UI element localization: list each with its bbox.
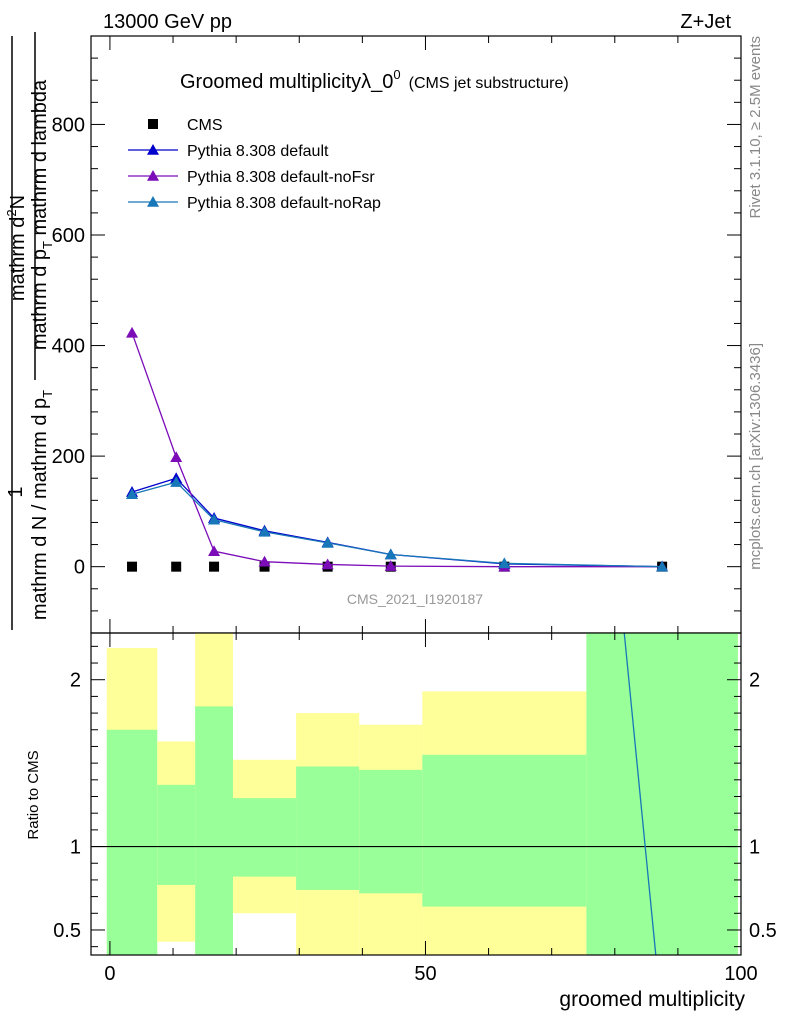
series-point bbox=[258, 525, 271, 537]
series-point bbox=[258, 555, 271, 567]
mcplots-label: mcplots.cern.ch [arXiv:1306.3436] bbox=[747, 343, 764, 570]
title-suffix: (CMS jet substructure) bbox=[409, 75, 569, 92]
ratio-band-green-2 bbox=[195, 706, 233, 955]
ylabel-one: 1 bbox=[5, 486, 27, 497]
series-point bbox=[656, 560, 669, 572]
series-point bbox=[126, 326, 139, 338]
main-y-tick-label: 0 bbox=[74, 557, 85, 579]
x-axis-label: groomed multiplicity bbox=[559, 988, 745, 1011]
ratio-y-tick-label-right: 1 bbox=[749, 837, 760, 859]
main-y-tick-label: 600 bbox=[52, 225, 85, 247]
series-point bbox=[170, 476, 183, 487]
ratio-band-green-7 bbox=[586, 633, 738, 955]
series-3 bbox=[126, 476, 669, 572]
main-y-tick-label: 200 bbox=[52, 446, 85, 468]
ylabel-numerator: mathrm d2N bbox=[4, 195, 29, 301]
ratio-frame bbox=[90, 632, 742, 956]
x-tick-label: 50 bbox=[414, 963, 436, 985]
plot-title: Groomed multiplicityλ_00 (CMS jet substru… bbox=[180, 67, 569, 93]
legend-label: Pythia 8.308 default-noRap bbox=[187, 195, 381, 212]
series-point bbox=[126, 488, 139, 500]
legend: CMS Pythia 8.308 default Pythia 8.308 defa… bbox=[128, 117, 381, 212]
series-point bbox=[208, 513, 221, 525]
series-point bbox=[170, 451, 183, 463]
y-axis-label-ratio: Ratio to CMS bbox=[25, 750, 42, 839]
series-point bbox=[384, 560, 397, 571]
title-main: Groomed multiplicityλ_0 bbox=[180, 71, 393, 93]
title-text: Groomed multiplicityλ_00 (CMS jet substru… bbox=[180, 67, 569, 93]
legend-marker bbox=[147, 144, 159, 155]
legend-marker bbox=[147, 170, 159, 181]
ratio-y-tick-label: 0.5 bbox=[53, 920, 81, 942]
process-label: Z+Jet bbox=[680, 11, 731, 33]
ratio-band-green-3 bbox=[232, 798, 297, 877]
series-line bbox=[131, 481, 663, 568]
ratio-band-green-4 bbox=[296, 766, 360, 890]
ratio-y-tick-label-right: 2 bbox=[749, 670, 760, 692]
energy-label: 13000 GeV pp bbox=[103, 11, 232, 33]
series-point bbox=[321, 558, 334, 570]
ratio-band-green-5 bbox=[359, 769, 423, 894]
main-y-tick-label: 400 bbox=[52, 336, 85, 358]
series-point bbox=[208, 545, 221, 556]
analysis-id: CMS_2021_I1920187 bbox=[347, 591, 483, 607]
ratio-band-green-0 bbox=[106, 729, 158, 955]
x-tick-label: 0 bbox=[104, 963, 115, 985]
y-axis-label-main: mathrm d2N mathrm d pT mathrm d lambda 1… bbox=[4, 32, 55, 630]
legend-marker bbox=[147, 196, 159, 207]
series-2 bbox=[126, 326, 669, 572]
series-point bbox=[384, 548, 397, 560]
ratio-y-tick-label: 2 bbox=[70, 670, 81, 692]
series-point bbox=[321, 536, 334, 548]
cms-point bbox=[171, 561, 182, 572]
legend-label: CMS bbox=[187, 117, 223, 134]
main-y-tick-label: 800 bbox=[52, 114, 85, 136]
ylabel-denominator: mathrm d N / mathrm d pT bbox=[29, 390, 55, 620]
rivet-label: Rivet 3.1.10, ≥ 2.5M events bbox=[747, 36, 764, 219]
title-superscript: 0 bbox=[393, 67, 400, 82]
series-line bbox=[131, 332, 663, 568]
series-point bbox=[498, 557, 511, 569]
x-tick-label: 100 bbox=[724, 963, 757, 985]
ratio-model-line bbox=[623, 632, 657, 956]
cms-point bbox=[209, 561, 220, 572]
legend-marker bbox=[148, 119, 158, 129]
legend-label: Pythia 8.308 default-noFsr bbox=[187, 169, 375, 186]
series-1 bbox=[126, 472, 669, 572]
ratio-panel: 0.5 0.5 1 1 2 2 0 50 100 bbox=[53, 632, 777, 985]
cms-point bbox=[259, 561, 270, 572]
legend-label: Pythia 8.308 default bbox=[187, 143, 329, 160]
ratio-y-tick-label: 1 bbox=[70, 837, 81, 859]
ratio-band-green-1 bbox=[157, 784, 196, 885]
ratio-band-green-6 bbox=[422, 754, 587, 907]
ratio-y-tick-label-right: 0.5 bbox=[749, 920, 777, 942]
cms-point bbox=[127, 561, 138, 572]
